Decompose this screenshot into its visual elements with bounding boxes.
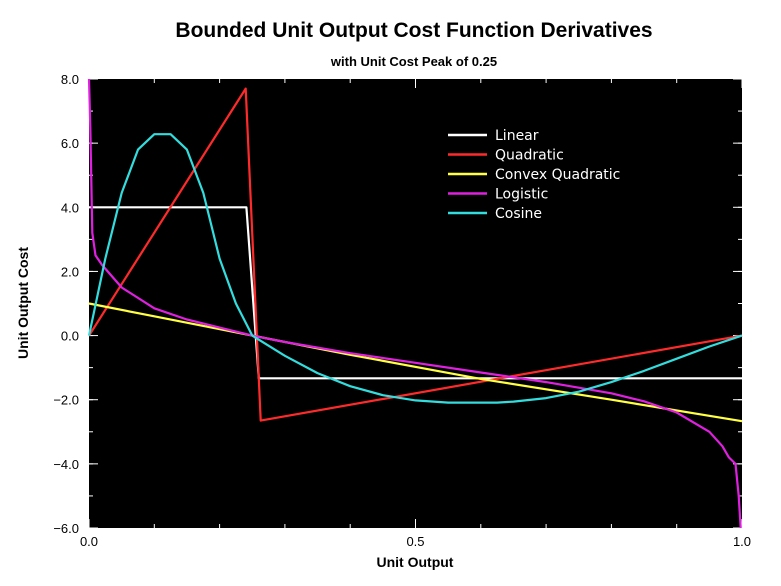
axes: 0.0 0.5 1.0 −6.0 −4.0 −2.0 0.0 2.0 4.0 6.0 8.0 [53,72,751,549]
legend-label-cosine: Cosine [495,206,542,222]
plot-area [89,79,742,528]
series-line-quadratic [88,87,743,422]
y-axis-label: Unit Output Cost [15,247,31,359]
x-tick-label: 1.0 [733,534,751,549]
y-tick-label: 0.0 [61,329,79,344]
legend-label-convex-quadratic: Convex Quadratic [495,167,620,183]
series-layer [87,78,743,529]
series-line-cosine [87,133,743,404]
x-tick-label: 0.5 [406,534,424,549]
y-tick-label: 8.0 [61,72,79,87]
chart-title: Bounded Unit Output Cost Function Deriva… [175,19,652,42]
y-tick-label: −4.0 [53,457,79,472]
chart-subtitle: with Unit Cost Peak of 0.25 [330,54,497,69]
y-tick-label: −2.0 [53,393,79,408]
y-tick-label: −6.0 [53,521,79,536]
legend-label-quadratic: Quadratic [495,148,564,164]
y-tick-label: 4.0 [61,200,79,215]
x-axis-label: Unit Output [377,554,454,570]
x-tick-label: 0.0 [80,534,98,549]
legend: Linear Quadratic Convex Quadratic Logistic C… [448,128,620,222]
series-line-logistic [87,78,742,529]
series-line-linear [89,206,742,380]
y-tick-label: 2.0 [61,264,79,279]
y-tick-label: 6.0 [61,136,79,151]
legend-label-logistic: Logistic [495,187,548,203]
series-line-convex-quadratic [88,302,743,423]
legend-label-linear: Linear [495,128,539,144]
